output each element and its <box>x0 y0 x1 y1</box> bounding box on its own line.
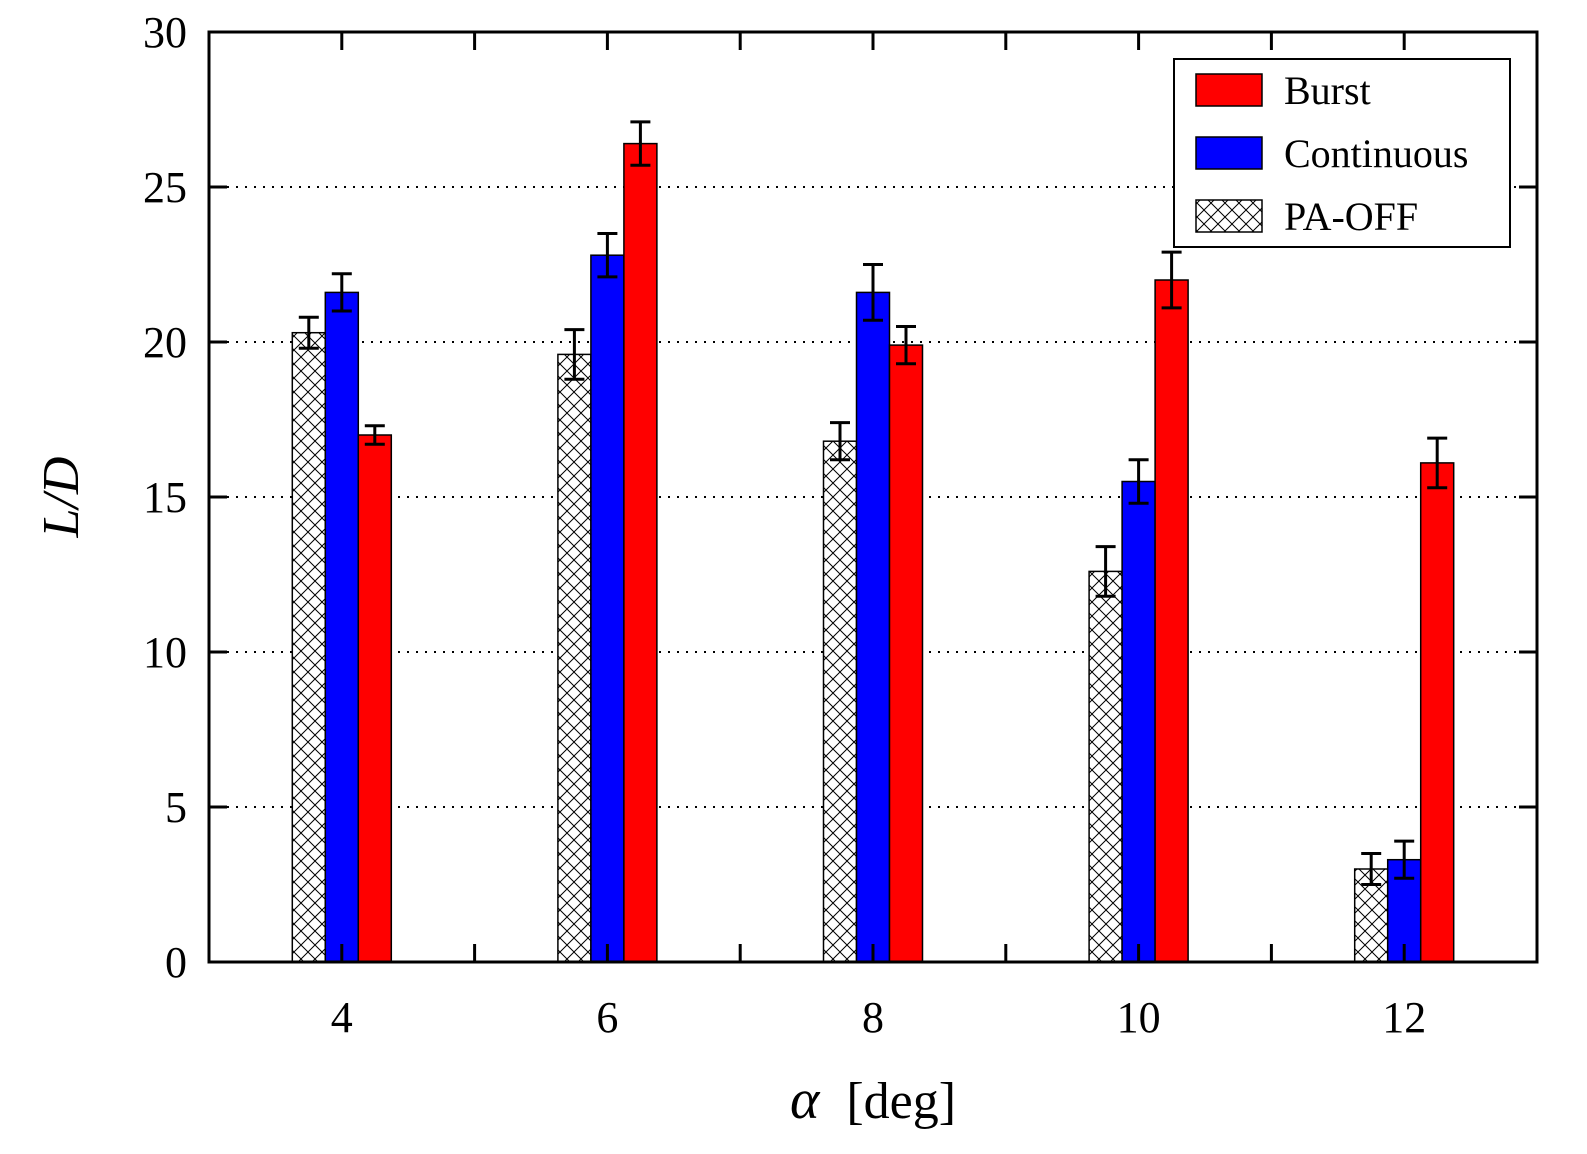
y-tick-label: 20 <box>143 318 187 367</box>
legend-swatch-burst <box>1195 73 1263 107</box>
y-tick-label: 0 <box>165 938 187 987</box>
legend-label: PA-OFF <box>1284 194 1418 239</box>
error-bar <box>1361 852 1382 886</box>
error-bar <box>1394 839 1415 880</box>
x-axis-unit: [deg] <box>846 1073 956 1130</box>
bar-continuous-10 <box>1121 480 1156 963</box>
y-tick-label: 5 <box>165 783 187 832</box>
tick-labels: 0 5 10 15 20 25 30 4 6 8 10 12 <box>143 8 1426 1042</box>
error-bar <box>597 232 618 279</box>
x-tick-label: 10 <box>1117 993 1161 1042</box>
error-bar <box>1128 458 1149 505</box>
error-bar <box>896 325 916 366</box>
error-bar <box>564 328 585 381</box>
error-bar <box>331 272 352 313</box>
y-tick-label: 25 <box>143 163 187 212</box>
bar-burst-8 <box>888 344 924 963</box>
x-tick-label: 6 <box>596 993 618 1042</box>
error-bar <box>1427 436 1448 490</box>
bar-burst-6 <box>623 142 658 963</box>
error-bar <box>298 315 319 350</box>
y-tick-label: 10 <box>143 628 187 677</box>
legend: Burst Continuous PA-OFF <box>1173 58 1511 248</box>
bar-pa-off-8 <box>822 440 858 963</box>
legend-swatch-pa-off <box>1195 199 1263 233</box>
legend-label: Continuous <box>1284 131 1468 176</box>
y-tick-label: 30 <box>143 8 187 57</box>
y-tick-label: 15 <box>143 473 187 522</box>
bar-continuous-4 <box>324 291 360 963</box>
x-tick-label: 4 <box>331 993 353 1042</box>
error-bar <box>830 421 850 462</box>
legend-label: Burst <box>1284 68 1371 113</box>
bar-pa-off-10 <box>1088 570 1123 963</box>
bar-burst-10 <box>1154 279 1189 963</box>
y-axis-label: L/D <box>33 457 90 539</box>
bar-burst-4 <box>357 434 393 963</box>
bar-pa-off-6 <box>557 353 592 963</box>
axis-ticks <box>209 30 1537 964</box>
error-bar <box>630 120 651 167</box>
error-bars <box>298 120 1448 886</box>
x-tick-label: 12 <box>1382 993 1426 1042</box>
x-axis-label: α [deg] <box>790 1069 956 1131</box>
x-tick-label: 8 <box>862 993 884 1042</box>
error-bar <box>1161 250 1182 310</box>
error-bar <box>364 424 385 446</box>
bar-pa-off-4 <box>291 331 327 963</box>
bar-continuous-8 <box>855 291 891 963</box>
error-bar <box>1095 545 1116 598</box>
bars <box>291 142 1455 963</box>
error-bar <box>863 263 883 322</box>
bar-burst-12 <box>1419 462 1455 963</box>
legend-swatch-continuous <box>1195 136 1263 170</box>
bar-continuous-6 <box>590 254 625 963</box>
x-axis-symbol: α <box>790 1069 821 1131</box>
